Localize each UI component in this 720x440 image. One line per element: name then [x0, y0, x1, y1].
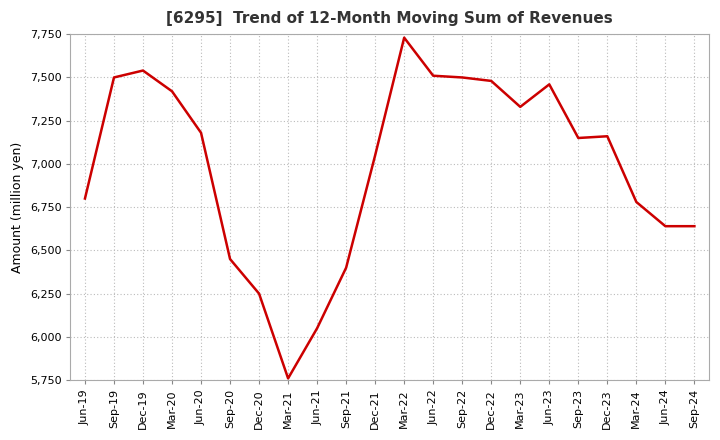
- Y-axis label: Amount (million yen): Amount (million yen): [11, 142, 24, 273]
- Title: [6295]  Trend of 12-Month Moving Sum of Revenues: [6295] Trend of 12-Month Moving Sum of R…: [166, 11, 613, 26]
